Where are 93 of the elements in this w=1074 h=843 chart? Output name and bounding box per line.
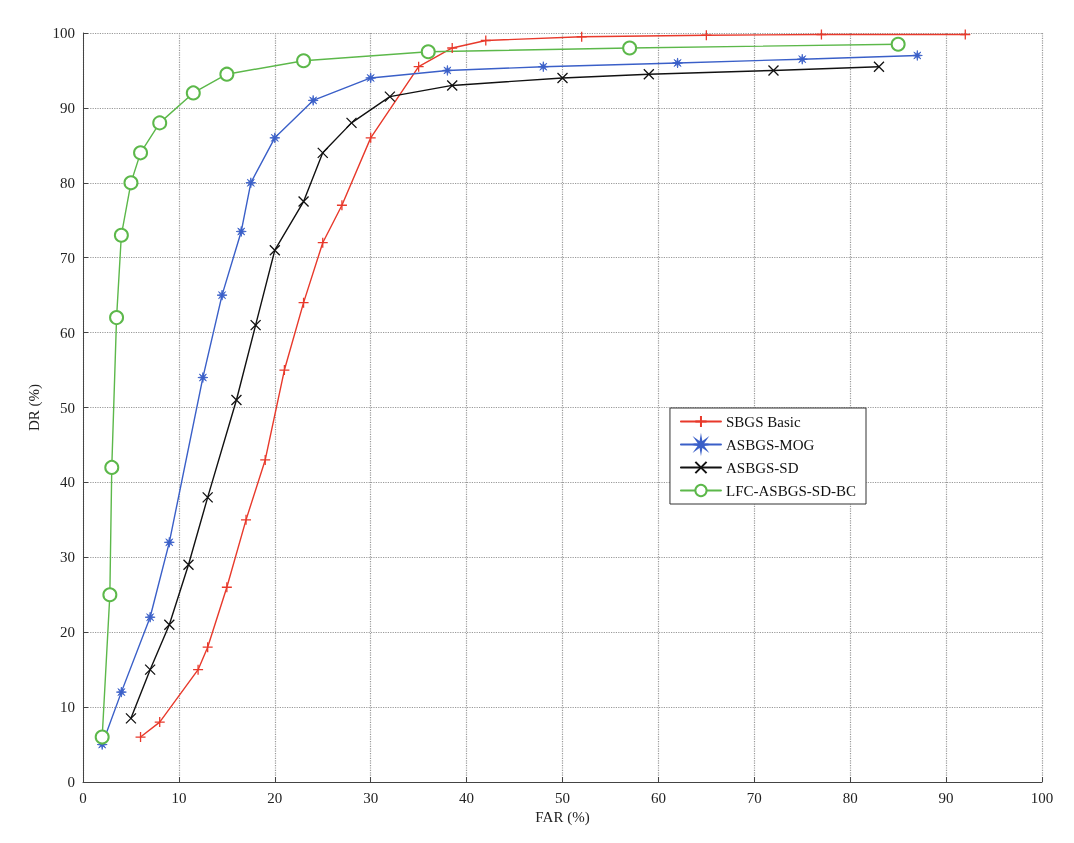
point xyxy=(643,68,655,80)
y-tick-label: 20 xyxy=(60,624,75,641)
point xyxy=(269,244,281,256)
point xyxy=(163,619,175,631)
point xyxy=(230,394,243,406)
point xyxy=(94,729,110,745)
point xyxy=(365,72,377,84)
point xyxy=(767,64,780,77)
point xyxy=(134,731,147,743)
point xyxy=(815,28,828,41)
x-tick-label: 20 xyxy=(267,789,283,806)
y-tick-label: 30 xyxy=(60,549,75,566)
point xyxy=(413,61,425,73)
x-tick-label: 80 xyxy=(842,789,858,806)
point xyxy=(163,536,175,548)
point xyxy=(345,117,358,129)
point xyxy=(123,175,139,191)
point xyxy=(307,95,319,106)
point xyxy=(700,29,712,41)
point xyxy=(197,372,209,383)
point xyxy=(442,65,453,76)
legend-label: SBGS Basic xyxy=(725,413,801,430)
point xyxy=(259,454,271,466)
point xyxy=(890,36,906,52)
y-tick-label: 100 xyxy=(52,25,75,41)
y-tick-label: 60 xyxy=(60,324,75,341)
x-tick-label: 70 xyxy=(746,789,762,806)
point xyxy=(297,296,310,309)
point xyxy=(556,72,569,84)
point xyxy=(109,310,125,326)
point xyxy=(192,664,204,676)
x-tick-label: 30 xyxy=(363,789,379,806)
point xyxy=(202,641,214,653)
point xyxy=(221,581,233,593)
x-tick-label: 100 xyxy=(1030,789,1054,806)
x-tick-label: 10 xyxy=(171,789,187,806)
point xyxy=(278,364,291,376)
point xyxy=(365,132,377,144)
point xyxy=(446,42,458,54)
point xyxy=(480,34,492,47)
x-tick-label: 50 xyxy=(555,789,570,806)
point xyxy=(240,514,252,526)
point xyxy=(115,686,127,698)
point xyxy=(235,226,247,237)
point xyxy=(672,57,683,69)
legend-label: ASBGS-SD xyxy=(725,459,799,476)
point xyxy=(297,195,310,208)
point xyxy=(102,587,118,603)
point xyxy=(219,66,235,82)
point xyxy=(873,61,885,73)
point xyxy=(185,85,201,101)
point xyxy=(133,145,149,161)
point xyxy=(317,237,329,249)
point xyxy=(317,147,329,159)
point xyxy=(245,177,257,189)
y-tick-label: 70 xyxy=(60,249,75,266)
point xyxy=(384,91,396,103)
x-tick-label: 60 xyxy=(650,789,666,806)
y-tick-label: 0 xyxy=(67,774,75,790)
point xyxy=(144,664,156,676)
point xyxy=(216,289,228,301)
y-axis-title: DR (%) xyxy=(25,383,43,432)
point xyxy=(125,712,137,724)
y-tick-label: 80 xyxy=(60,174,75,191)
y-tick-label: 10 xyxy=(60,699,75,716)
point xyxy=(537,61,549,73)
point xyxy=(959,28,971,41)
point xyxy=(113,227,129,243)
point xyxy=(202,491,214,504)
point xyxy=(336,199,348,211)
point xyxy=(420,44,436,60)
x-axis-title: FAR (%) xyxy=(535,809,590,827)
point xyxy=(576,31,588,43)
legend-label: ASBGS-MOG xyxy=(725,436,815,453)
y-tick-label: 90 xyxy=(60,99,75,116)
y-tick-label: 50 xyxy=(60,399,75,416)
point xyxy=(144,611,156,623)
point xyxy=(911,50,923,61)
point xyxy=(182,559,195,571)
point xyxy=(154,716,166,728)
x-tick-label: 40 xyxy=(459,789,475,806)
point xyxy=(296,53,312,69)
point xyxy=(152,115,168,131)
legend-label: LFC-ASBGS-SD-BC xyxy=(725,482,857,499)
point xyxy=(104,459,120,475)
x-tick-label: 90 xyxy=(938,789,954,806)
point xyxy=(446,79,458,92)
point xyxy=(796,53,808,65)
y-tick-label: 40 xyxy=(60,474,75,491)
x-tick-label: 0 xyxy=(79,789,87,806)
point xyxy=(622,40,638,56)
point xyxy=(269,132,281,144)
point xyxy=(249,319,262,331)
